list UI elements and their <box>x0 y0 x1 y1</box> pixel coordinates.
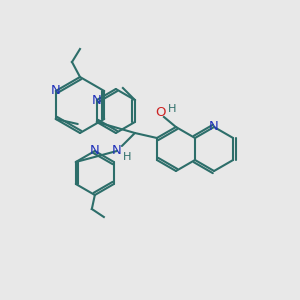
Text: H: H <box>168 104 176 114</box>
Text: N: N <box>112 145 122 158</box>
Text: N: N <box>209 121 219 134</box>
Text: O: O <box>156 106 166 119</box>
Text: H: H <box>123 152 131 162</box>
Text: N: N <box>90 145 100 158</box>
Text: N: N <box>92 94 102 106</box>
Text: N: N <box>51 85 61 98</box>
